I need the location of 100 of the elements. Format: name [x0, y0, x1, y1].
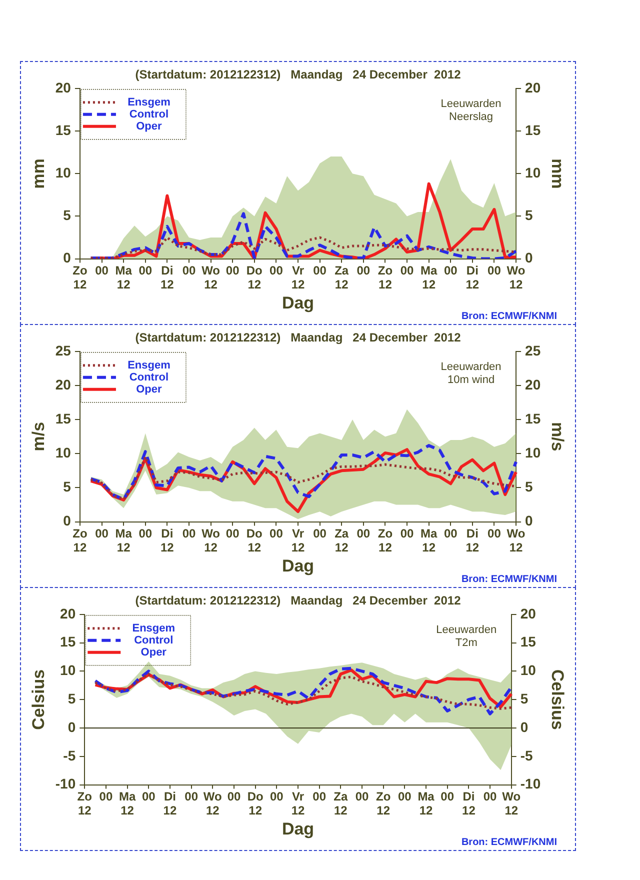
annotation: Neerslag	[449, 110, 494, 123]
x-tick-label: 00	[270, 263, 284, 278]
x-tick-label: 00	[270, 789, 284, 804]
y-axis-title: mm	[28, 158, 48, 189]
x-tick-label: Ma 12	[420, 526, 438, 555]
x-tick-label: Do 12	[246, 263, 262, 292]
x-tick-label: 00	[270, 526, 284, 540]
y2-axis-title: mm	[548, 158, 568, 189]
y-tick-label: 10	[55, 164, 72, 180]
y-tick-label: 0	[63, 512, 72, 529]
y2-tick-label: -5	[520, 747, 534, 764]
x-axis-title: Dag	[282, 819, 314, 838]
y-tick-label: 0	[68, 718, 76, 735]
annotation: Leeuwarden	[436, 624, 497, 636]
x-tick-label: 00	[488, 526, 502, 540]
annotation: Leeuwarden	[440, 360, 502, 373]
x-tick-label: 00	[138, 526, 152, 540]
legend-label: Ensgem	[128, 96, 171, 108]
y-tick-label: 10	[55, 444, 72, 460]
y2-tick-label: 10	[525, 164, 541, 180]
x-tick-label: Wo 12	[203, 789, 222, 818]
y2-tick-label: -10	[520, 776, 541, 792]
y2-tick-label: 0	[525, 512, 534, 529]
x-tick-label: 00	[95, 263, 109, 278]
y-tick-label: 15	[55, 122, 72, 138]
annotation: T2m	[455, 636, 478, 649]
x-tick-label: Di 12	[462, 789, 476, 818]
y-tick-label: 5	[63, 207, 72, 224]
x-tick-label: 00	[444, 263, 458, 278]
y2-tick-label: 20	[525, 79, 541, 96]
x-tick-label: Zo 12	[378, 263, 393, 292]
text: Bron: ECMWF/KNMI	[461, 574, 558, 585]
x-tick-label: 00	[226, 526, 240, 540]
y2-tick-label: 0	[525, 250, 534, 266]
y2-tick-label: 5	[525, 478, 534, 495]
x-tick-label: Wo 12	[202, 263, 220, 292]
line-series	[94, 666, 513, 716]
x-tick-label: Vr 12	[291, 526, 305, 555]
legend-label: Control	[134, 634, 174, 646]
x-tick-label: 00	[356, 526, 370, 540]
y2-tick-label: 20	[525, 376, 541, 392]
y-tick-label: 5	[68, 690, 76, 706]
y2-axis-title: m/s	[548, 422, 568, 452]
y-tick-label: -5	[63, 747, 76, 764]
y2-axis-title: Celsius	[548, 669, 568, 730]
x-tick-label: 00	[444, 526, 458, 540]
x-tick-label: Ma 12	[418, 789, 435, 818]
x-tick-label: Di 12	[466, 526, 480, 555]
y-tick-label: 15	[55, 410, 72, 426]
y-tick-label: 20	[55, 79, 72, 96]
y-tick-label: 5	[63, 478, 72, 495]
y2-tick-label: 0	[520, 718, 528, 735]
y-axis-title: m/s	[28, 422, 48, 452]
x-tick-label: Za 12	[334, 526, 349, 555]
line-series	[89, 444, 518, 501]
legend-label: Oper	[140, 646, 168, 658]
y2-tick-label: 15	[520, 634, 536, 650]
x-tick-label: 00	[184, 789, 198, 804]
y2-tick-label: 25	[525, 342, 541, 358]
y-tick-label: 20	[55, 376, 72, 392]
x-tick-label: Wo 12	[202, 526, 220, 555]
legend-label: Control	[129, 108, 169, 120]
x-axis-title: Dag	[282, 293, 314, 312]
y-tick-label: 0	[63, 250, 72, 266]
x-tick-label: Do 12	[246, 526, 262, 555]
x-tick-label: Za 12	[334, 263, 349, 292]
legend-label: Control	[129, 371, 169, 384]
x-tick-label: 00	[398, 789, 412, 804]
y2-tick-label: 15	[525, 410, 541, 426]
x-tick-label: Ma 12	[420, 263, 438, 292]
x-tick-label: Wo 12	[506, 526, 526, 555]
annotation: Leeuwarden	[440, 98, 502, 110]
x-tick-label: 00	[142, 789, 156, 804]
y-tick-label: 10	[60, 662, 76, 678]
x-tick-label: 00	[226, 263, 240, 278]
y-tick-label: 15	[60, 634, 76, 650]
x-tick-label: Di 12	[163, 789, 177, 818]
x-tick-label: 00	[483, 789, 498, 804]
y2-tick-label: 10	[525, 444, 541, 460]
x-tick-label: Di 12	[160, 263, 174, 292]
x-tick-label: Vr 12	[291, 789, 305, 818]
x-tick-label: 00	[312, 789, 326, 804]
x-tick-label: 00	[95, 526, 109, 540]
x-tick-label: Ma 12	[115, 526, 132, 555]
x-tick-label: 00	[488, 263, 502, 278]
y-axis-title: Celsius	[28, 669, 48, 730]
legend-label: Oper	[136, 383, 163, 396]
y-tick-label: 20	[60, 605, 76, 622]
x-tick-label: 00	[440, 789, 454, 804]
x-tick-label: 00	[182, 526, 196, 540]
y-tick-label: 25	[55, 342, 72, 358]
x-tick-label: 00	[99, 789, 113, 804]
x-tick-label: Do 12	[247, 789, 264, 818]
y2-tick-label: 20	[520, 605, 536, 622]
x-tick-label: Zo 12	[77, 789, 92, 818]
chart-title: (Startdatum: 2012122312) Maandag 24 December 2012	[135, 68, 462, 82]
x-tick-label: 00	[227, 789, 241, 804]
annotation: 10m wind	[447, 374, 495, 386]
legend-label: Ensgem	[128, 359, 171, 372]
x-tick-label: 00	[313, 526, 327, 540]
